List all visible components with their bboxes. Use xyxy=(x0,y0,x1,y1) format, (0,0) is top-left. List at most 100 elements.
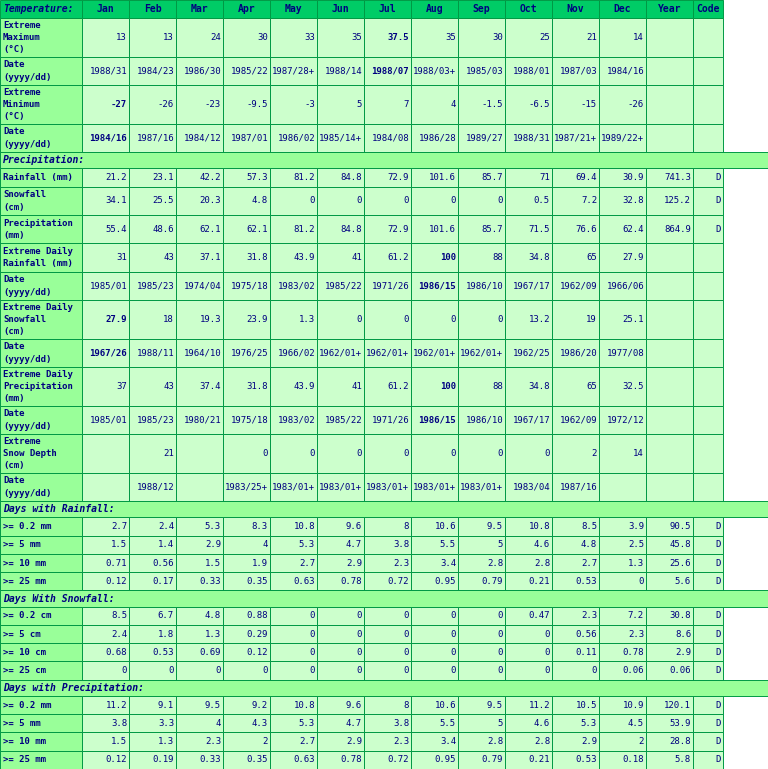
Text: 27.9: 27.9 xyxy=(105,315,127,324)
Bar xyxy=(693,272,723,301)
Bar xyxy=(646,57,693,85)
Text: 0.47: 0.47 xyxy=(528,611,550,621)
Bar xyxy=(505,733,552,751)
Text: 31.8: 31.8 xyxy=(247,253,268,262)
Text: Temperature:: Temperature: xyxy=(3,4,74,14)
Text: Days with Rainfall:: Days with Rainfall: xyxy=(3,504,114,514)
Bar xyxy=(0,473,82,501)
Text: D: D xyxy=(716,666,721,675)
Text: 24: 24 xyxy=(210,33,221,42)
Text: 0: 0 xyxy=(639,577,644,586)
Text: 0: 0 xyxy=(356,196,362,205)
Text: 1985/23: 1985/23 xyxy=(137,281,174,291)
Bar xyxy=(317,18,364,57)
Bar xyxy=(693,339,723,368)
Bar xyxy=(270,661,317,680)
Bar xyxy=(505,272,552,301)
Bar xyxy=(646,536,693,554)
Bar xyxy=(552,518,599,536)
Bar xyxy=(458,473,505,501)
Text: D: D xyxy=(716,755,721,764)
Text: (°C): (°C) xyxy=(3,112,25,121)
Text: 4.8: 4.8 xyxy=(581,541,597,549)
Bar xyxy=(505,406,552,434)
Bar xyxy=(552,215,599,244)
Bar xyxy=(82,339,129,368)
Text: Feb: Feb xyxy=(144,4,161,14)
Text: 3.8: 3.8 xyxy=(111,719,127,727)
Text: 11.2: 11.2 xyxy=(528,701,550,710)
Bar xyxy=(458,0,505,18)
Text: Apr: Apr xyxy=(237,4,255,14)
Text: 1.3: 1.3 xyxy=(205,630,221,638)
Text: 21: 21 xyxy=(586,33,597,42)
Text: Precipitation:: Precipitation: xyxy=(3,155,85,165)
Bar xyxy=(317,518,364,536)
Text: >= 0.2 mm: >= 0.2 mm xyxy=(3,701,51,710)
Bar xyxy=(693,434,723,473)
Text: 10.8: 10.8 xyxy=(528,522,550,531)
Text: 0.33: 0.33 xyxy=(200,577,221,586)
Bar xyxy=(693,168,723,187)
Text: Snowfall: Snowfall xyxy=(3,315,46,324)
Text: 30.9: 30.9 xyxy=(623,173,644,182)
Text: Minimum: Minimum xyxy=(3,100,41,109)
Text: 1985/01: 1985/01 xyxy=(89,415,127,424)
Bar xyxy=(505,554,552,572)
Bar xyxy=(270,18,317,57)
Bar xyxy=(364,368,411,406)
Bar xyxy=(693,215,723,244)
Bar xyxy=(270,625,317,643)
Bar xyxy=(646,518,693,536)
Text: Jun: Jun xyxy=(332,4,349,14)
Bar xyxy=(129,339,176,368)
Bar xyxy=(129,643,176,661)
Text: 1988/31: 1988/31 xyxy=(89,66,127,75)
Text: 33: 33 xyxy=(304,33,315,42)
Bar xyxy=(176,554,223,572)
Bar xyxy=(82,751,129,769)
Bar xyxy=(176,0,223,18)
Bar xyxy=(599,751,646,769)
Bar xyxy=(552,339,599,368)
Bar xyxy=(599,434,646,473)
Bar xyxy=(176,518,223,536)
Bar xyxy=(364,572,411,591)
Bar xyxy=(270,643,317,661)
Bar xyxy=(176,168,223,187)
Text: 0.12: 0.12 xyxy=(105,577,127,586)
Text: 25: 25 xyxy=(539,33,550,42)
Text: 0: 0 xyxy=(310,666,315,675)
Bar xyxy=(458,301,505,339)
Bar xyxy=(646,168,693,187)
Bar xyxy=(693,607,723,625)
Bar xyxy=(0,591,768,607)
Bar xyxy=(317,168,364,187)
Bar xyxy=(270,168,317,187)
Text: 0: 0 xyxy=(356,611,362,621)
Bar xyxy=(646,625,693,643)
Bar xyxy=(0,168,82,187)
Bar xyxy=(270,301,317,339)
Text: 1962/09: 1962/09 xyxy=(559,281,597,291)
Bar xyxy=(505,536,552,554)
Text: 0: 0 xyxy=(545,647,550,657)
Text: 0.56: 0.56 xyxy=(153,558,174,568)
Text: 5.3: 5.3 xyxy=(299,719,315,727)
Text: 1962/01+: 1962/01+ xyxy=(319,348,362,358)
Bar xyxy=(270,751,317,769)
Bar xyxy=(270,473,317,501)
Text: 0: 0 xyxy=(545,449,550,458)
Bar xyxy=(646,733,693,751)
Text: 76.6: 76.6 xyxy=(575,225,597,234)
Text: 0: 0 xyxy=(310,647,315,657)
Text: 1984/16: 1984/16 xyxy=(89,134,127,142)
Text: 0: 0 xyxy=(451,449,456,458)
Bar xyxy=(505,57,552,85)
Text: 1987/16: 1987/16 xyxy=(559,482,597,491)
Text: 1987/16: 1987/16 xyxy=(137,134,174,142)
Bar xyxy=(176,696,223,714)
Text: 1983/01+: 1983/01+ xyxy=(460,482,503,491)
Bar xyxy=(129,0,176,18)
Text: 0.63: 0.63 xyxy=(293,577,315,586)
